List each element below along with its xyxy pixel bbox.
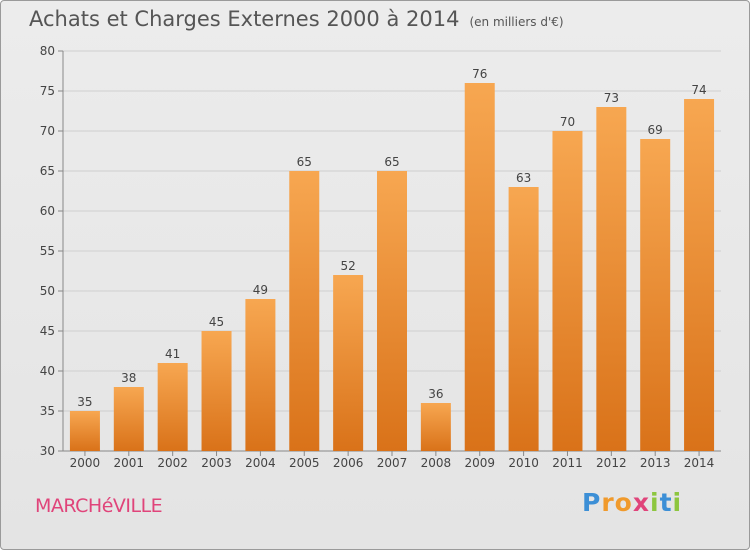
logo-letter: r — [601, 488, 615, 517]
x-tick-label: 2006 — [333, 456, 364, 470]
bar — [684, 99, 715, 451]
data-label: 63 — [516, 171, 531, 185]
logo-letter: x — [632, 488, 650, 517]
chart-title-text: Achats et Charges Externes 2000 à 2014 — [29, 7, 460, 31]
logo-letter: o — [614, 488, 633, 517]
y-tick-label: 50 — [40, 284, 55, 298]
data-label: 74 — [691, 83, 706, 97]
logo-letter: i — [672, 488, 683, 517]
bar — [113, 387, 144, 451]
data-label: 76 — [472, 67, 487, 81]
data-label: 70 — [560, 115, 575, 129]
chart-subtitle: (en milliers d'€) — [469, 15, 564, 29]
bars — [69, 83, 715, 451]
x-tick-label: 2002 — [157, 456, 188, 470]
x-tick-label: 2011 — [552, 456, 583, 470]
bar — [157, 363, 188, 451]
bar — [596, 107, 627, 451]
data-label: 73 — [604, 91, 619, 105]
y-tick-label: 40 — [40, 364, 55, 378]
data-label: 69 — [648, 123, 663, 137]
x-tick-label: 2001 — [114, 456, 145, 470]
bar — [640, 139, 671, 451]
y-tick-label: 65 — [40, 164, 55, 178]
bar — [464, 83, 495, 451]
x-tick-label: 2013 — [640, 456, 671, 470]
y-tick-label: 35 — [40, 404, 55, 418]
y-tick-label: 75 — [40, 84, 55, 98]
data-label: 38 — [121, 371, 136, 385]
x-tick-label: 2003 — [201, 456, 232, 470]
logo-letter: t — [659, 488, 673, 517]
y-tick-label: 60 — [40, 204, 55, 218]
y-tick-label: 80 — [40, 44, 55, 58]
x-axis: 2000 2001 2002 2003 2004 2005 2006 2007 2008 2009… — [70, 451, 715, 470]
x-tick-label: 2012 — [596, 456, 627, 470]
data-label: 41 — [165, 347, 180, 361]
bar — [201, 331, 232, 451]
y-tick-label: 45 — [40, 324, 55, 338]
x-tick-label: 2004 — [245, 456, 276, 470]
x-tick-label: 2005 — [289, 456, 320, 470]
x-tick-label: 2014 — [684, 456, 715, 470]
data-label: 45 — [209, 315, 224, 329]
bar — [508, 187, 539, 451]
x-tick-label: 2009 — [464, 456, 495, 470]
x-tick-label: 2000 — [70, 456, 101, 470]
logo-letter: i — [650, 488, 660, 517]
data-labels: 35 38 41 45 49 65 52 65 36 76 63 70 73 69 74 — [77, 67, 706, 409]
x-tick-label: 2010 — [508, 456, 539, 470]
data-label: 52 — [340, 259, 355, 273]
data-label: 35 — [77, 395, 92, 409]
bar — [333, 275, 364, 451]
data-label: 49 — [253, 283, 268, 297]
data-label: 36 — [428, 387, 443, 401]
bar — [245, 299, 276, 451]
data-label: 65 — [384, 155, 399, 169]
x-tick-label: 2007 — [377, 456, 408, 470]
town-name: MARCHéVILLE — [35, 495, 163, 517]
data-label: 65 — [297, 155, 312, 169]
y-tick-label: 70 — [40, 124, 55, 138]
bar — [552, 131, 583, 451]
bar — [289, 171, 320, 451]
bar — [420, 403, 451, 451]
logo-letter: P — [582, 488, 602, 517]
x-tick-label: 2008 — [421, 456, 452, 470]
bar — [69, 411, 100, 451]
y-tick-label: 30 — [40, 444, 55, 458]
bar — [377, 171, 407, 451]
chart-title: Achats et Charges Externes 2000 à 2014 (e… — [29, 7, 564, 31]
y-tick-label: 55 — [40, 244, 55, 258]
proxiti-logo: Proxiti — [582, 488, 682, 517]
